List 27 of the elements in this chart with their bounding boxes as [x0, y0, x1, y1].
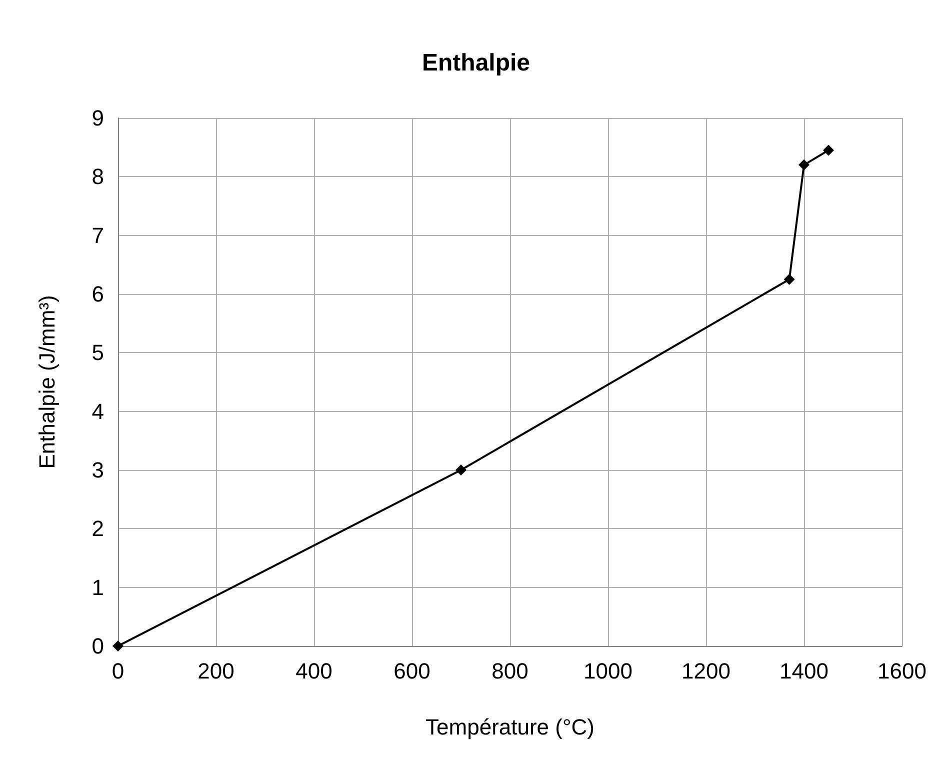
y-axis-title: Enthalpie (J/mm³)	[34, 295, 60, 469]
x-tick-label: 1000	[584, 658, 632, 684]
y-tick-label: 4	[92, 398, 104, 424]
x-axis-title: Température (°C)	[426, 714, 594, 740]
point	[798, 159, 810, 170]
chart-title: Enthalpie	[422, 50, 530, 76]
point	[456, 464, 466, 476]
y-tick-label: 1	[92, 574, 104, 600]
y-tick-label: 6	[92, 282, 104, 306]
x-tick-label: 200	[198, 658, 234, 684]
y-tick-label: 7	[92, 222, 104, 248]
x-tick-label: 1600	[878, 658, 926, 684]
point	[784, 274, 795, 285]
y-tick-label: 5	[92, 340, 104, 366]
y-tick-label: 9	[92, 106, 104, 130]
x-tick-label: 800	[492, 658, 528, 684]
y-tick-label: 8	[92, 164, 104, 190]
y-tick-label: 0	[92, 634, 104, 658]
x-tick-label: 400	[296, 658, 332, 684]
point	[112, 640, 124, 652]
x-tick-label: 0	[112, 658, 124, 684]
point	[823, 144, 834, 156]
x-tick-label: 600	[394, 658, 430, 684]
x-tick-label: 1400	[780, 658, 828, 684]
y-tick-label: 3	[92, 458, 104, 482]
y-tick-label: 2	[92, 516, 104, 542]
x-tick-label: 1200	[682, 658, 730, 684]
